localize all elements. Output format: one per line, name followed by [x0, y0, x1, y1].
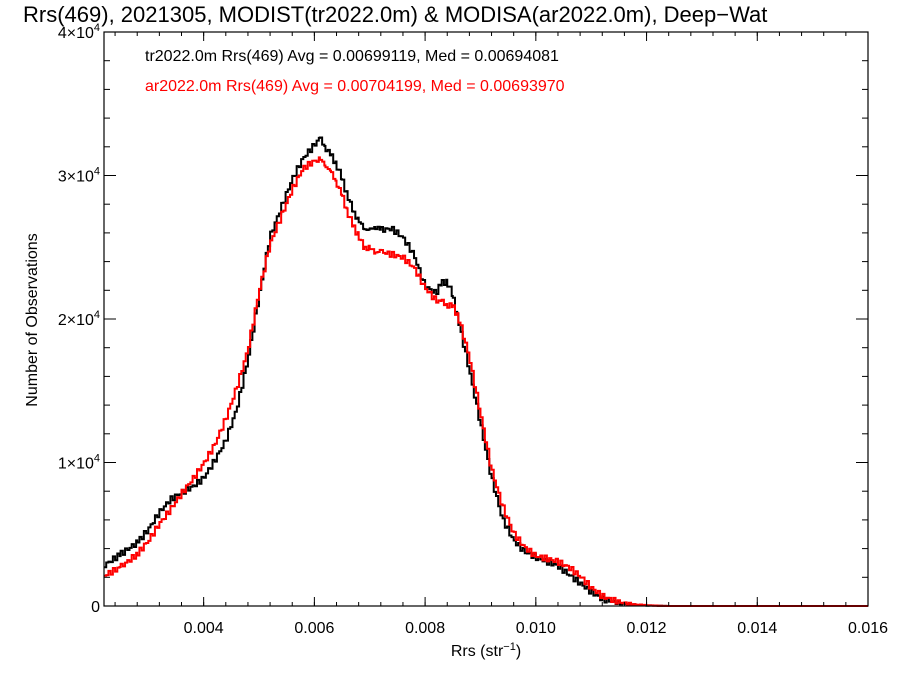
y-tick-label: 2×104: [58, 309, 100, 329]
x-tick-label: 0.012: [627, 620, 667, 637]
axis-ticks: 0.004 0.006 0.008 0.010 0.012 0.014 0.016 0 1×10…: [58, 22, 888, 637]
x-tick-label: 0.008: [405, 620, 445, 637]
plot-area: [104, 136, 868, 607]
x-tick-label: 0.010: [516, 620, 556, 637]
plot-frame: [103, 31, 869, 607]
x-tick-label: 0.014: [737, 620, 777, 637]
y-axis-label: Number of Observations: [24, 233, 41, 406]
x-axis-label-text: Rrs (str: [451, 643, 504, 660]
x-axis-label-end: ): [516, 643, 521, 660]
x-axis-label: Rrs (str−1): [451, 641, 521, 660]
x-tick-label: 0.006: [294, 620, 334, 637]
chart-title: Rrs(469), 2021305, MODIST(tr2022.0m) & M…: [23, 2, 767, 27]
series-line-ar20220m: [104, 156, 868, 607]
y-tick-label: 4×104: [58, 22, 100, 42]
x-tick-label: 0.004: [184, 620, 224, 637]
y-tick-label: 0: [91, 599, 100, 616]
y-tick-label: 1×104: [58, 453, 100, 473]
x-axis-label-sup: −1: [503, 641, 516, 653]
series-line-tr20220m: [104, 136, 868, 607]
legend-entry-ar2022: ar2022.0m Rrs(469) Avg = 0.00704199, Med…: [145, 78, 565, 95]
legend-entry-tr2022: tr2022.0m Rrs(469) Avg = 0.00699119, Med…: [145, 48, 559, 65]
x-tick-label: 0.016: [848, 620, 888, 637]
y-tick-label: 3×104: [58, 166, 100, 186]
